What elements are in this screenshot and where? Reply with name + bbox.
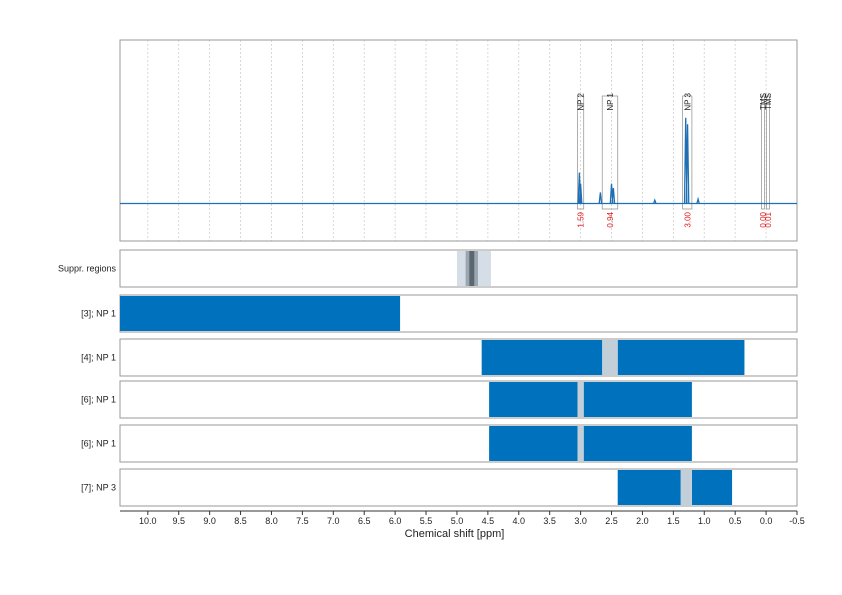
region-row: [3]; NP 1	[81, 294, 798, 333]
integration-box	[601, 95, 619, 210]
integration-box	[766, 95, 770, 210]
excluded-region	[602, 340, 618, 375]
integration-box	[761, 95, 765, 210]
region-bar	[583, 382, 692, 417]
suppressed-region	[469, 251, 475, 286]
integration-box	[577, 95, 585, 210]
x-tick-label: 0.5	[729, 516, 742, 526]
x-tick-label: 5.5	[420, 516, 433, 526]
x-tick-label: 4.5	[482, 516, 495, 526]
excluded-region	[680, 470, 692, 505]
region-bar	[481, 340, 603, 375]
integration-box	[682, 95, 693, 210]
x-tick-label: 5.0	[451, 516, 464, 526]
region-row: [6]; NP 1	[81, 424, 798, 463]
row-frame	[119, 380, 798, 419]
x-tick-label: 7.0	[327, 516, 340, 526]
region-row: [7]; NP 3	[81, 468, 798, 507]
x-tick-label: 8.5	[234, 516, 247, 526]
x-tick-label: -0.5	[789, 516, 805, 526]
x-tick-label: 1.0	[698, 516, 711, 526]
x-tick-label: 2.5	[605, 516, 618, 526]
row-label: [4]; NP 1	[81, 353, 116, 363]
row-frame	[119, 424, 798, 463]
x-tick-label: 6.0	[389, 516, 402, 526]
x-tick-label: 0.0	[760, 516, 773, 526]
excluded-region	[577, 426, 584, 461]
x-tick-label: 4.0	[513, 516, 526, 526]
region-row: [6]; NP 1	[81, 380, 798, 419]
peak-label: NP 3	[683, 92, 692, 110]
integral-value: 0.00	[759, 211, 768, 227]
x-tick-label: 3.5	[543, 516, 556, 526]
region-bar	[617, 340, 745, 375]
row-label: Suppr. regions	[58, 264, 117, 274]
peak-label: TMS	[764, 93, 773, 110]
x-tick-label: 9.5	[172, 516, 185, 526]
region-bar	[120, 296, 401, 331]
region-bar	[583, 426, 692, 461]
region-bar	[617, 470, 681, 505]
x-tick-label: 9.0	[203, 516, 216, 526]
region-bar	[489, 426, 578, 461]
peak-label: NP 2	[577, 92, 586, 110]
region-row: Suppr. regions	[58, 249, 798, 288]
x-tick-label: 2.0	[636, 516, 649, 526]
x-tick-label: 7.5	[296, 516, 309, 526]
row-label: [7]; NP 3	[81, 483, 116, 493]
integral-value: 0.01	[764, 211, 773, 227]
region-rows: Suppr. regions [3]; NP 1 [4]; NP 1 [6]; NP …	[58, 249, 798, 507]
row-label: [6]; NP 1	[81, 395, 116, 405]
integral-value: 3.00	[683, 211, 692, 227]
spectrum-frame	[119, 39, 798, 242]
x-tick-label: 1.5	[667, 516, 680, 526]
peak-label: TMS	[759, 93, 768, 110]
row-label: [3]; NP 1	[81, 309, 116, 319]
excluded-region	[577, 382, 584, 417]
integral-value: 1.59	[577, 211, 586, 227]
integral-value: 0.94	[606, 211, 615, 227]
x-axis: 10.0 9.5 9.0 8.5 8.0 7.5 7.0 6.5 6.0 5.5 5.0 4.5 4.0…	[120, 510, 805, 526]
region-row: [4]; NP 1	[81, 338, 798, 377]
region-bar	[489, 382, 578, 417]
x-tick-label: 6.5	[358, 516, 371, 526]
peak-label: NP 1	[606, 92, 615, 110]
x-tick-label: 8.0	[265, 516, 278, 526]
region-bar	[691, 470, 733, 505]
spectrum-panel: NP 2 1.59 NP 1 0.94 NP 3 3.00 TMS 0.00 TMS 0.01	[119, 39, 798, 242]
spectrum-trace	[120, 117, 797, 205]
grid-lines	[147, 40, 767, 241]
x-axis-title: Chemical shift [ppm]	[405, 528, 505, 540]
x-tick-label: 10.0	[139, 516, 157, 526]
x-tick-label: 3.0	[574, 516, 587, 526]
row-label: [6]; NP 1	[81, 439, 116, 449]
